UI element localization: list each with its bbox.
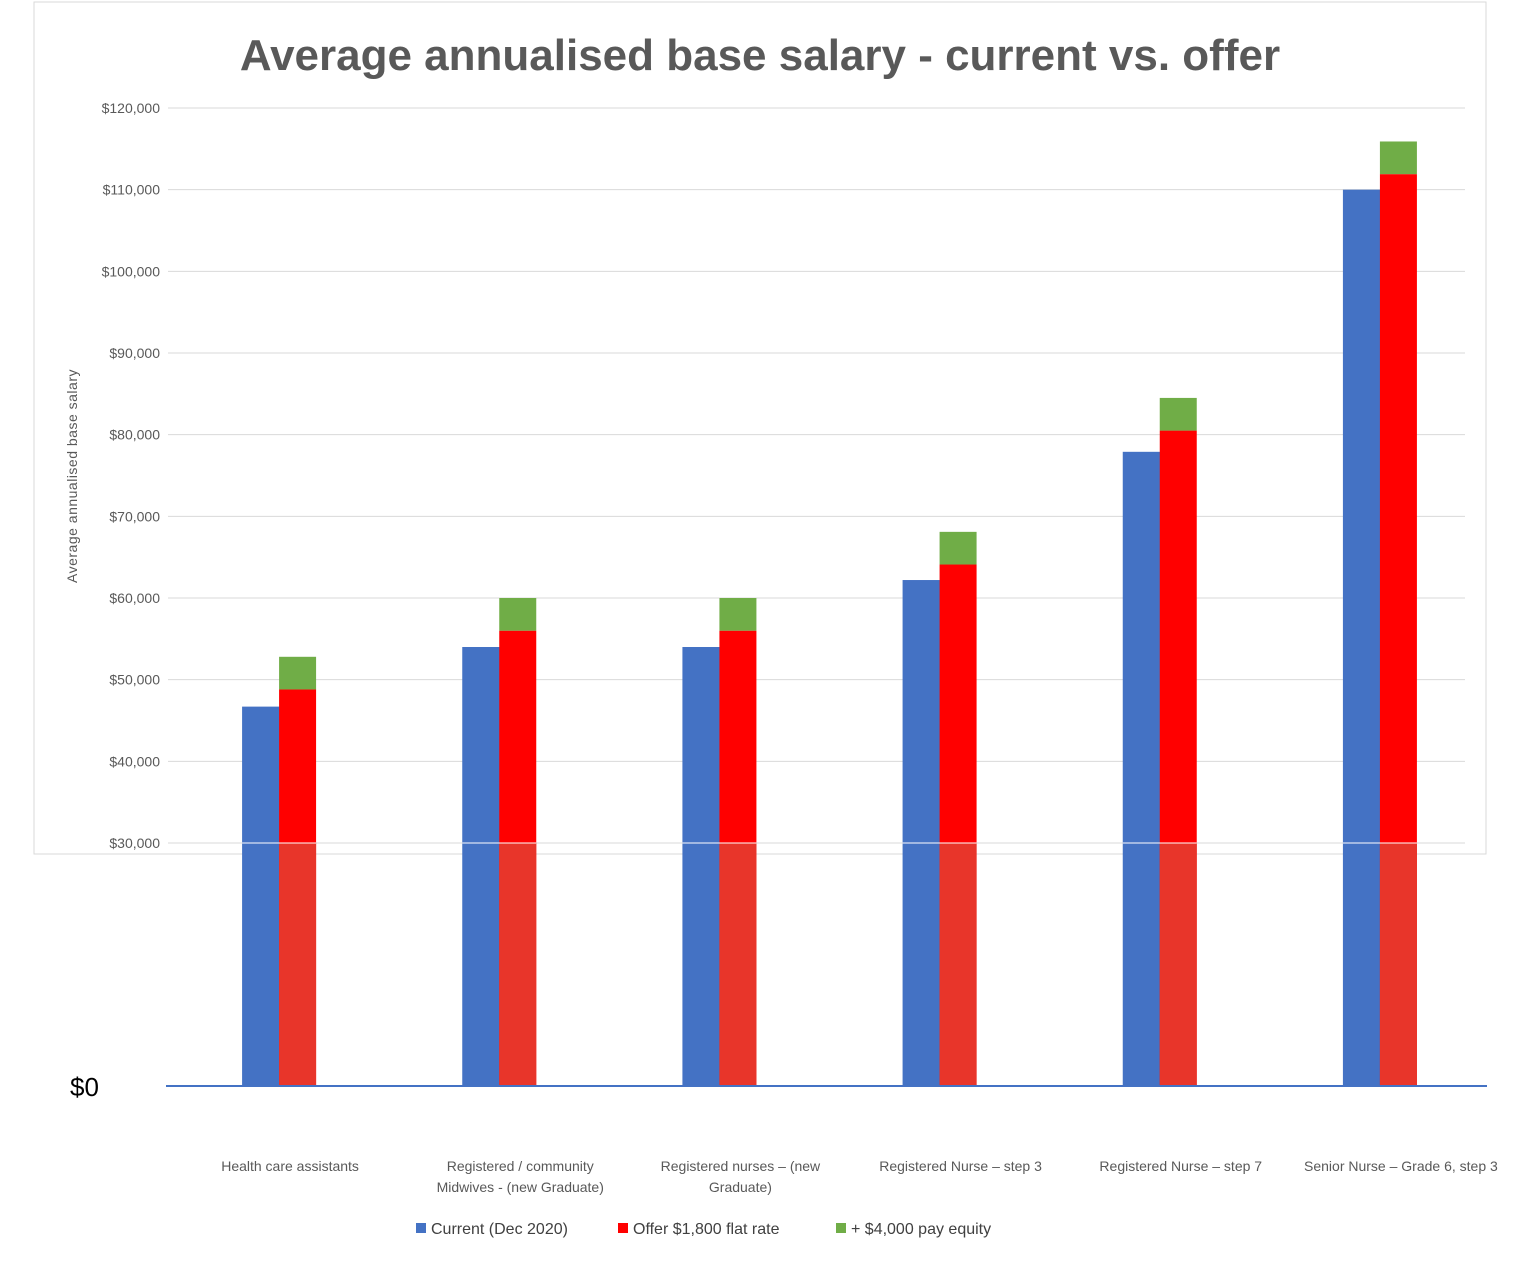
x-tick-label: Registered Nurse – step 7 bbox=[1099, 1158, 1262, 1174]
legend-swatch bbox=[836, 1223, 846, 1233]
y-tick-label: $80,000 bbox=[109, 427, 160, 443]
bar-offer-lower-segment bbox=[1379, 843, 1417, 1086]
legend-label: Current (Dec 2020) bbox=[431, 1221, 568, 1238]
y-axis-label: Average annualised base salary bbox=[64, 369, 80, 583]
y-tick-label: $110,000 bbox=[103, 182, 161, 198]
legend: Current (Dec 2020) Offer $1,800 flat rate… bbox=[416, 1221, 991, 1238]
y-tick-label: $60,000 bbox=[109, 590, 160, 606]
bar-offer-lower-segment bbox=[1159, 843, 1197, 1086]
x-tick-label: Graduate) bbox=[709, 1179, 772, 1195]
y-axis-ticks: $120,000 $110,000 $100,000 $90,000 $80,000 $7… bbox=[70, 100, 160, 1102]
chart-title: Average annualised base salary - current… bbox=[240, 31, 1280, 80]
gridlines bbox=[168, 107, 1465, 844]
x-axis-ticks: Health care assistants Registered / commu… bbox=[221, 1158, 1498, 1195]
x-tick-label: Health care assistants bbox=[221, 1158, 359, 1174]
x-tick-label: Senior Nurse – Grade 6, step 3 bbox=[1304, 1158, 1498, 1174]
bar-offer-lower-segment bbox=[719, 843, 757, 1086]
bar-current bbox=[1342, 189, 1381, 1086]
chart-border bbox=[33, 1, 1487, 855]
y-tick-label: $40,000 bbox=[109, 753, 160, 769]
legend-label: Offer $1,800 flat rate bbox=[633, 1221, 780, 1238]
bar-current bbox=[242, 706, 281, 1086]
y-tick-label: $30,000 bbox=[109, 835, 160, 851]
legend-label: + $4,000 pay equity bbox=[851, 1221, 991, 1238]
bar-pay-equity bbox=[499, 598, 537, 631]
x-tick-label: Registered nurses – (new bbox=[661, 1158, 821, 1174]
bar-offer-lower-segment bbox=[279, 843, 317, 1086]
y-tick-label: $50,000 bbox=[109, 672, 160, 688]
y-tick-label: $70,000 bbox=[109, 508, 160, 524]
bar-offer-lower-segment bbox=[499, 843, 537, 1086]
x-tick-label: Registered / community bbox=[447, 1158, 594, 1174]
bar-pay-equity bbox=[719, 598, 757, 631]
bar-pay-equity bbox=[1379, 141, 1417, 175]
bar-pay-equity bbox=[939, 531, 977, 565]
bar-current bbox=[902, 580, 941, 1086]
bar-offer-lower-segment bbox=[939, 843, 977, 1086]
y-tick-label-zero: $0 bbox=[70, 1072, 99, 1102]
y-tick-label: $120,000 bbox=[102, 100, 161, 116]
y-tick-label: $90,000 bbox=[109, 345, 160, 361]
bar-current bbox=[682, 647, 721, 1086]
bar-current bbox=[1122, 451, 1161, 1087]
bar-pay-equity bbox=[279, 656, 317, 690]
legend-swatch bbox=[618, 1223, 628, 1233]
y-tick-label: $100,000 bbox=[102, 263, 161, 279]
legend-swatch bbox=[416, 1223, 426, 1233]
bar-current bbox=[462, 647, 501, 1086]
bar-pay-equity bbox=[1159, 397, 1197, 431]
x-tick-label: Registered Nurse – step 3 bbox=[879, 1158, 1042, 1174]
x-tick-label: Midwives - (new Graduate) bbox=[437, 1179, 604, 1195]
bars bbox=[242, 141, 1417, 1087]
